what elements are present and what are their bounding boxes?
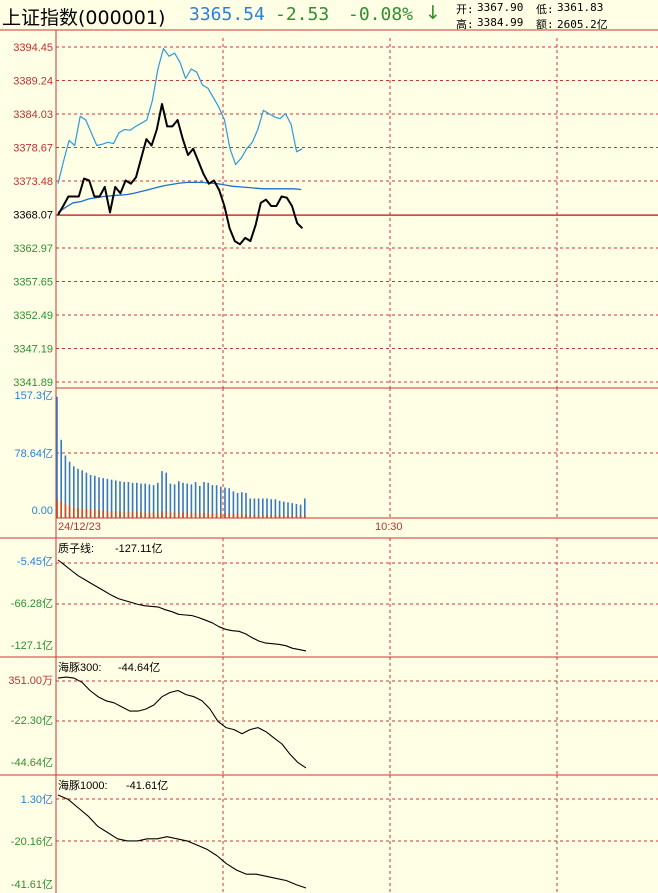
price-tick-label: 3368.07 bbox=[13, 210, 53, 222]
quote-header: 上证指数(000001) 3365.54 -2.53 -0.08% ↓ 开: 3… bbox=[0, 0, 658, 31]
indicator-tick-label: -22.30亿 bbox=[11, 714, 53, 727]
price-tick-label: 3347.19 bbox=[13, 344, 53, 356]
low-value: 3361.83 bbox=[557, 1, 604, 14]
indicator-title: 海豚300: bbox=[58, 660, 101, 674]
price-tick-label: 3373.48 bbox=[13, 176, 53, 188]
indicator-value: -44.64亿 bbox=[118, 661, 160, 674]
indicator-line bbox=[57, 676, 307, 769]
high-label: 高: bbox=[456, 18, 474, 31]
x-tick-date: 24/12/23 bbox=[58, 521, 101, 533]
amount-label: 额: bbox=[536, 18, 554, 31]
price-tick-label: 3389.24 bbox=[13, 76, 53, 88]
indicator-tick-label: -20.16亿 bbox=[11, 835, 53, 848]
indicator-tick-label: -5.45亿 bbox=[17, 555, 53, 568]
indicator-value: -41.61亿 bbox=[126, 779, 168, 792]
high-value: 3384.99 bbox=[477, 16, 524, 29]
indicator-tick-label: -127.1亿 bbox=[11, 639, 53, 652]
down-arrow-icon: ↓ bbox=[425, 2, 441, 24]
volume-tick-label: 78.64亿 bbox=[14, 447, 53, 460]
indicator-value: -127.11亿 bbox=[115, 542, 163, 555]
price-tick-label: 3357.65 bbox=[13, 277, 53, 289]
volume-tick-label: 157.3亿 bbox=[14, 389, 53, 402]
indicator-title: 海豚1000: bbox=[58, 778, 108, 792]
open-value: 3367.90 bbox=[477, 1, 524, 14]
indicator-tick-label: -44.64亿 bbox=[11, 756, 53, 769]
price-tick-label: 3352.49 bbox=[13, 310, 53, 322]
price-line bbox=[57, 103, 304, 246]
indicator-tick-label: -41.61亿 bbox=[11, 878, 53, 891]
price-tick-label: 3341.89 bbox=[13, 377, 53, 389]
x-tick-time: 10:30 bbox=[375, 521, 403, 533]
price-tick-label: 3378.67 bbox=[13, 143, 53, 155]
volume-tick-label: 0.00 bbox=[32, 505, 53, 517]
indicator-line bbox=[57, 559, 307, 652]
amount-value: 2605.2亿 bbox=[557, 18, 608, 31]
upper-line bbox=[57, 47, 303, 184]
last-price: 3365.54 bbox=[189, 4, 265, 25]
indicator-tick-label: -66.28亿 bbox=[11, 597, 53, 610]
index-title: 上证指数(000001) bbox=[2, 7, 166, 29]
price-tick-label: 3362.97 bbox=[13, 243, 53, 255]
price-tick-label: 3394.45 bbox=[13, 42, 53, 54]
indicator-title: 质子线: bbox=[58, 541, 94, 555]
price-change: -2.53 bbox=[275, 4, 330, 25]
low-label: 低: bbox=[536, 3, 554, 16]
indicator-tick-label: 1.30亿 bbox=[21, 793, 53, 806]
price-tick-label: 3384.03 bbox=[13, 109, 53, 121]
open-label: 开: bbox=[456, 3, 474, 16]
price-change-pct: -0.08% bbox=[348, 4, 414, 25]
indicator-tick-label: 351.00万 bbox=[8, 675, 53, 687]
indicator-line bbox=[57, 794, 307, 889]
